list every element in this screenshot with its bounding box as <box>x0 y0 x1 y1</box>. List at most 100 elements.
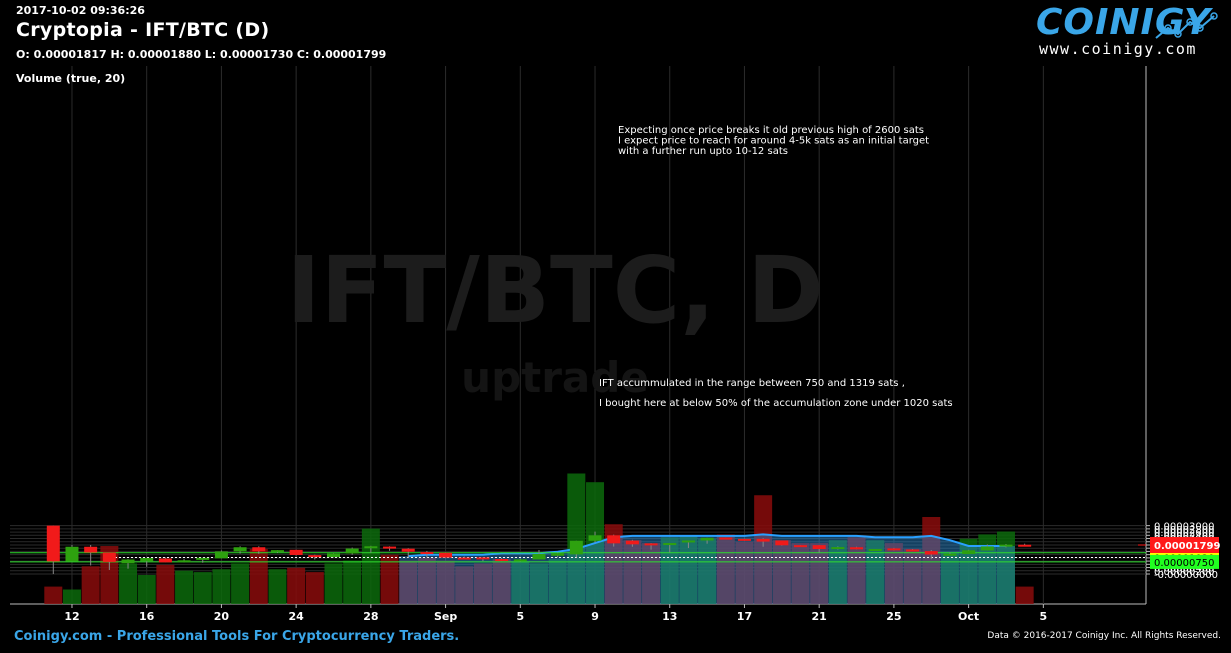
volume-bar <box>847 537 866 604</box>
candle-body <box>420 552 434 555</box>
volume-bar <box>156 564 175 604</box>
chart-annotation: I bought here at below 50% of the accumu… <box>599 398 953 409</box>
coinigy-logo[interactable]: COINIGY www.coinigy.com <box>1036 2 1221 60</box>
candle-body <box>644 543 658 546</box>
chart-annotation: IFT accummulated in the range between 75… <box>599 378 905 389</box>
volume-bar <box>436 560 455 604</box>
candle-body <box>812 545 826 550</box>
candle-body <box>588 535 602 541</box>
volume-ma-line <box>408 533 1006 558</box>
candle-body <box>233 547 247 552</box>
timestamp: 2017-10-02 09:36:26 <box>16 4 145 17</box>
volume-bar <box>604 524 623 604</box>
chart-annotation: I expect price to reach for around 4-5k … <box>618 136 929 147</box>
level-price-label: 0.00000750 <box>1154 558 1214 569</box>
candle-body <box>214 551 228 559</box>
candle-body <box>794 545 807 548</box>
candle-body <box>158 558 172 563</box>
ohlc-readout: O: 0.00001817 H: 0.00001880 L: 0.0000173… <box>16 48 387 61</box>
logo-chart-icon <box>1155 12 1218 39</box>
candle-body <box>999 544 1013 547</box>
x-tick-label: 9 <box>591 610 599 623</box>
y-tick-label: 0.00002800 <box>1154 525 1214 536</box>
volume-bar <box>417 557 436 604</box>
watermark-sub: uptrade <box>461 353 649 402</box>
last-price-tag <box>1150 537 1219 554</box>
candle-body <box>700 537 714 541</box>
y-tick-label: 0.00003000 <box>1154 522 1214 533</box>
y-tick-label: 0.00002400 <box>1154 531 1214 542</box>
candle-body <box>457 557 471 560</box>
volume-bar <box>884 543 903 604</box>
volume-bar <box>772 540 791 604</box>
volume-bar <box>698 538 717 604</box>
footer-tagline[interactable]: Coinigy.com - Professional Tools For Cry… <box>14 629 460 644</box>
y-tick-label: 0.00000200 <box>1154 567 1214 578</box>
candle-body <box>868 549 882 552</box>
candle-body <box>924 551 938 555</box>
x-tick-label: 17 <box>737 610 752 623</box>
candle-body <box>495 559 509 562</box>
volume-bar <box>249 548 268 604</box>
volume-bar <box>959 538 978 604</box>
candle-body <box>327 553 340 558</box>
last-price-label: 0.00001799 <box>1154 541 1220 552</box>
x-tick-label: 20 <box>214 610 230 623</box>
volume-bar <box>492 559 511 604</box>
candle-body <box>84 546 98 553</box>
candle-body <box>551 553 565 556</box>
volume-bar <box>567 473 586 604</box>
volume-bar <box>324 563 343 604</box>
candle-body <box>345 548 359 554</box>
volume-bar <box>623 540 642 604</box>
candle-body <box>962 550 976 555</box>
volume-bar <box>810 543 829 604</box>
candle-body <box>980 546 994 551</box>
candle-body <box>102 552 116 562</box>
volume-bar <box>119 563 138 604</box>
x-tick-label: 24 <box>288 610 304 623</box>
volume-bar <box>455 566 474 604</box>
volume-bar <box>548 559 567 604</box>
volume-bar <box>978 534 997 604</box>
volume-bar <box>940 551 959 604</box>
volume-bar <box>511 561 530 604</box>
x-tick-label: 25 <box>886 610 901 623</box>
x-tick-label: 5 <box>1040 610 1048 623</box>
candle-body <box>625 540 639 545</box>
volume-bar <box>231 563 250 604</box>
candle-body <box>177 560 191 563</box>
volume-bar <box>529 563 548 604</box>
chart-annotation: Expecting once price breaks it old previ… <box>618 125 924 136</box>
candle-body <box>476 557 490 560</box>
candle-body <box>65 546 79 562</box>
volume-bar <box>903 548 922 604</box>
x-tick-label: 12 <box>64 610 79 623</box>
candle-body <box>663 543 677 546</box>
candle-body <box>196 557 210 560</box>
volume-bar <box>305 572 324 604</box>
candle-body <box>46 525 60 562</box>
volume-bar <box>62 589 81 604</box>
watermark-pair: IFT/BTC, D <box>286 237 823 344</box>
candle-body <box>289 549 303 555</box>
volume-indicator-label[interactable]: Volume (true, 20) <box>16 72 126 85</box>
volume-bar <box>212 569 231 604</box>
x-tick-label: 13 <box>662 610 677 623</box>
candle-body <box>850 547 864 550</box>
volume-bar <box>922 517 941 604</box>
volume-bar <box>175 570 194 604</box>
candle-body <box>775 540 789 546</box>
candle-body <box>607 535 621 544</box>
candle-body <box>439 552 453 558</box>
y-tick-label: 0.00002600 <box>1154 528 1214 539</box>
volume-bar <box>287 567 306 604</box>
candle-body <box>308 555 322 558</box>
candle-body <box>383 546 397 549</box>
candle-body <box>756 538 770 542</box>
volume-bar <box>380 554 399 604</box>
volume-bar <box>642 543 661 604</box>
chart-annotation: with a further run upto 10-12 sats <box>618 146 788 157</box>
volume-bar <box>193 572 212 604</box>
